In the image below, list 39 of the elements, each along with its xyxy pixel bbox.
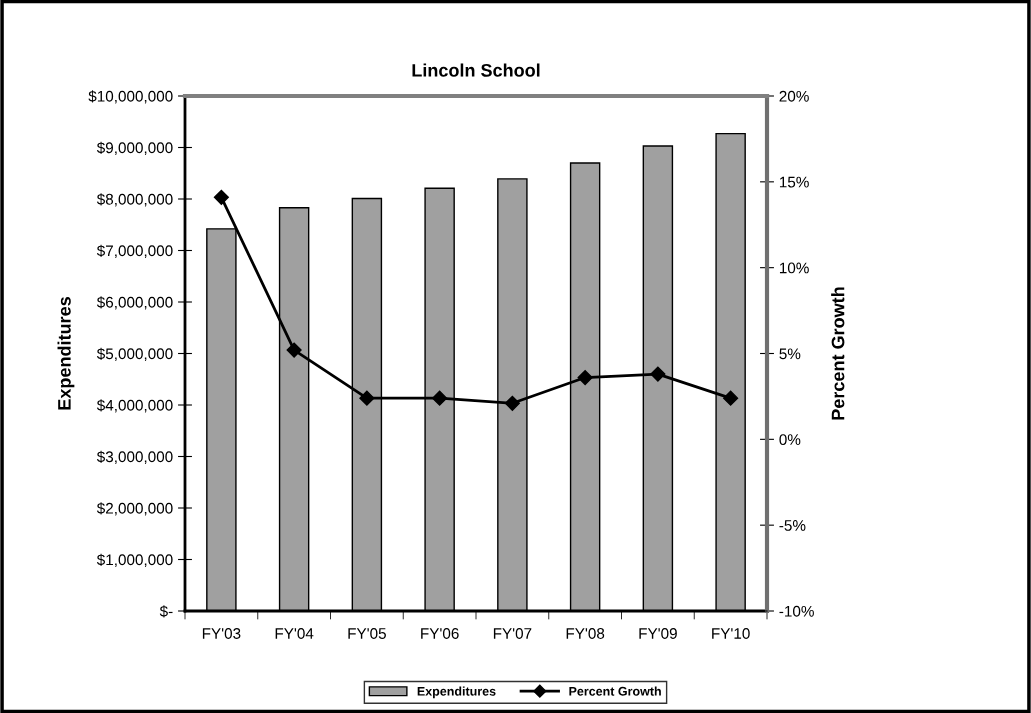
x-tick-label: FY'03 [202, 628, 241, 639]
y2-tick-label: 15% [779, 176, 809, 188]
y2-tick-label: 10% [779, 262, 809, 274]
y-tick-label: $6,000,000 [96, 296, 173, 310]
y2-tick-label: -10% [779, 605, 814, 617]
y-tick-label: $4,000,000 [96, 399, 173, 413]
y-tick-label: $- [159, 605, 173, 618]
point [504, 395, 520, 411]
y2-tick-label: 0% [779, 434, 801, 446]
y-tick-label: $10,000,000 [88, 90, 173, 104]
y2-axis-title: Percent Growth [831, 287, 845, 420]
legend-label: Expenditures [417, 686, 496, 699]
point [650, 366, 666, 382]
x-tick-label: FY'05 [348, 628, 386, 639]
x-tick-label: FY'09 [639, 628, 677, 639]
point [723, 390, 739, 406]
point [286, 342, 302, 358]
x-tick-label: FY'10 [712, 628, 750, 639]
y-tick-label: $1,000,000 [96, 553, 173, 567]
y-tick-label: $8,000,000 [96, 193, 173, 207]
x-tick-label: FY'08 [566, 628, 605, 639]
y-tick-label: $7,000,000 [96, 244, 173, 258]
y2-tick-label: -5% [779, 520, 806, 531]
chart-title: Lincoln School [412, 63, 540, 77]
point [432, 390, 448, 406]
point [213, 189, 229, 205]
y2-tick-label: 20% [779, 90, 809, 102]
y-tick-label: $9,000,000 [96, 141, 173, 155]
legend-label: Percent Growth [569, 686, 661, 696]
x-tick-label: FY'07 [493, 628, 532, 639]
point [577, 369, 593, 386]
y-tick-label: $3,000,000 [96, 450, 173, 464]
y-tick-label: $5,000,000 [96, 347, 173, 361]
point [359, 390, 375, 406]
y-axis-title: Expenditures [57, 297, 75, 410]
y2-tick-label: 5% [779, 348, 801, 360]
x-tick-label: FY'04 [275, 628, 314, 639]
x-tick-label: FY'06 [421, 628, 459, 639]
y-tick-label: $2,000,000 [96, 502, 173, 516]
